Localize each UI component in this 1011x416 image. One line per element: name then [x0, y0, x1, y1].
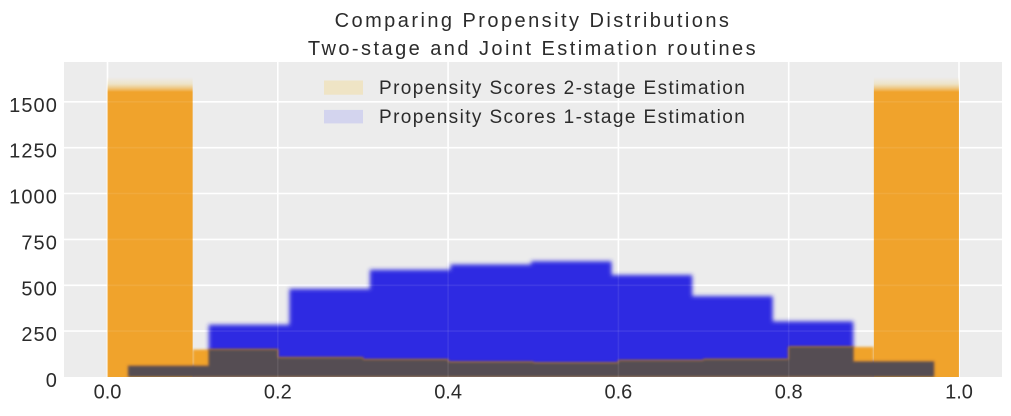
- svg-text:0.4: 0.4: [434, 382, 462, 404]
- svg-text:0.2: 0.2: [264, 382, 292, 404]
- svg-text:1250: 1250: [9, 141, 58, 163]
- svg-text:Propensity Scores 2-stage Esti: Propensity Scores 2-stage Estimation: [379, 78, 746, 99]
- svg-text:1000: 1000: [9, 187, 58, 209]
- svg-text:500: 500: [21, 278, 58, 300]
- svg-text:250: 250: [21, 324, 58, 346]
- svg-text:0.6: 0.6: [604, 382, 632, 404]
- svg-text:0.0: 0.0: [94, 382, 122, 404]
- svg-text:0: 0: [46, 370, 58, 392]
- svg-text:1.0: 1.0: [945, 382, 973, 404]
- svg-text:1500: 1500: [9, 95, 58, 117]
- svg-text:Two-stage and Joint Estimation: Two-stage and Joint Estimation routines: [308, 38, 758, 60]
- svg-text:Propensity Scores 1-stage Esti: Propensity Scores 1-stage Estimation: [379, 107, 746, 128]
- svg-text:750: 750: [21, 232, 58, 254]
- svg-text:0.8: 0.8: [775, 382, 803, 404]
- svg-text:Comparing Propensity Distribut: Comparing Propensity Distributions: [335, 10, 732, 32]
